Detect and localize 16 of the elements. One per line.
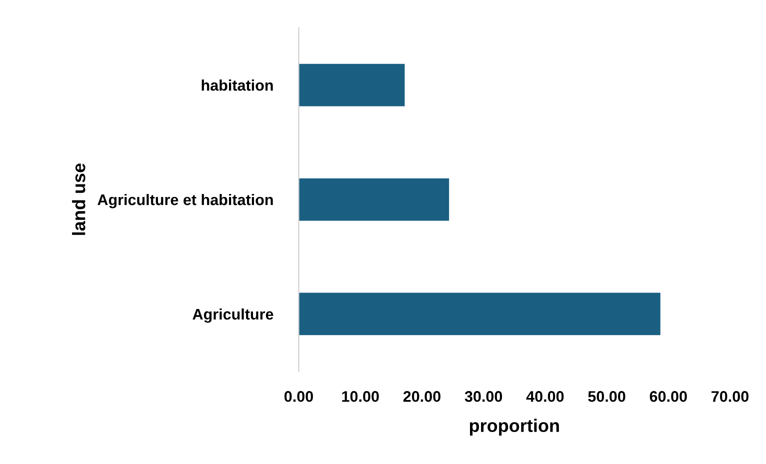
x-tick-label: 30.00 — [464, 391, 502, 402]
x-tick-label: 40.00 — [526, 391, 564, 402]
x-tick-label: 10.00 — [342, 391, 379, 402]
y-axis-title: land use — [72, 164, 86, 235]
y-tick-label: Agriculture — [192, 308, 274, 323]
bar — [298, 64, 405, 106]
x-tick-label: 0.00 — [284, 391, 313, 402]
x-axis-title: proportion — [470, 418, 559, 436]
x-tick-label: 50.00 — [588, 391, 626, 402]
y-tick-label: habitation — [202, 80, 273, 91]
x-tick-label: 70.00 — [712, 391, 748, 402]
bar — [298, 178, 450, 221]
bar — [298, 292, 660, 336]
x-tick-label: 60.00 — [650, 391, 687, 402]
x-tick-label: 20.00 — [403, 391, 440, 402]
y-tick-label: Agriculture et habitation — [98, 194, 273, 208]
